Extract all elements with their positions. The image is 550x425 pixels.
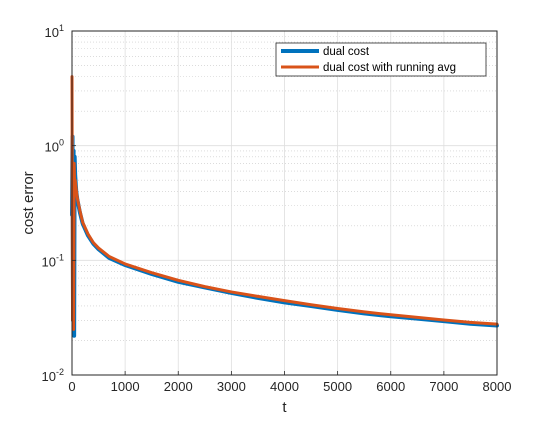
legend: dual cost dual cost with running avg	[275, 42, 487, 77]
x-axis-title: t	[282, 399, 287, 416]
y-tick-label: 100	[45, 138, 64, 155]
series-line-1	[70, 75, 499, 331]
x-tick-label: 8000	[483, 379, 512, 394]
y-tick-label: 101	[45, 23, 64, 40]
x-tick-label: 5000	[323, 379, 352, 394]
y-tick-label: 10-1	[42, 252, 64, 269]
series-layer	[70, 75, 499, 338]
legend-box	[275, 42, 487, 77]
x-tick-label: 4000	[270, 379, 299, 394]
x-tick-label: 0	[68, 379, 75, 394]
x-tick-label: 3000	[217, 379, 246, 394]
legend-label-dual-cost-running-avg: dual cost with running avg	[323, 62, 456, 74]
x-tick-label: 7000	[429, 379, 458, 394]
legend-label-dual-cost: dual cost	[323, 46, 370, 58]
x-axis: 0 1000 2000 3000 4000 5000 6000 7000 8000	[68, 371, 511, 394]
y-axis-title: cost error	[20, 171, 37, 234]
y-tick-label: 10-2	[42, 367, 64, 384]
x-tick-label: 1000	[111, 379, 140, 394]
x-tick-label: 2000	[164, 379, 193, 394]
x-tick-label: 6000	[376, 379, 405, 394]
y-axis: 10-2 10-1 100 101	[42, 23, 76, 384]
